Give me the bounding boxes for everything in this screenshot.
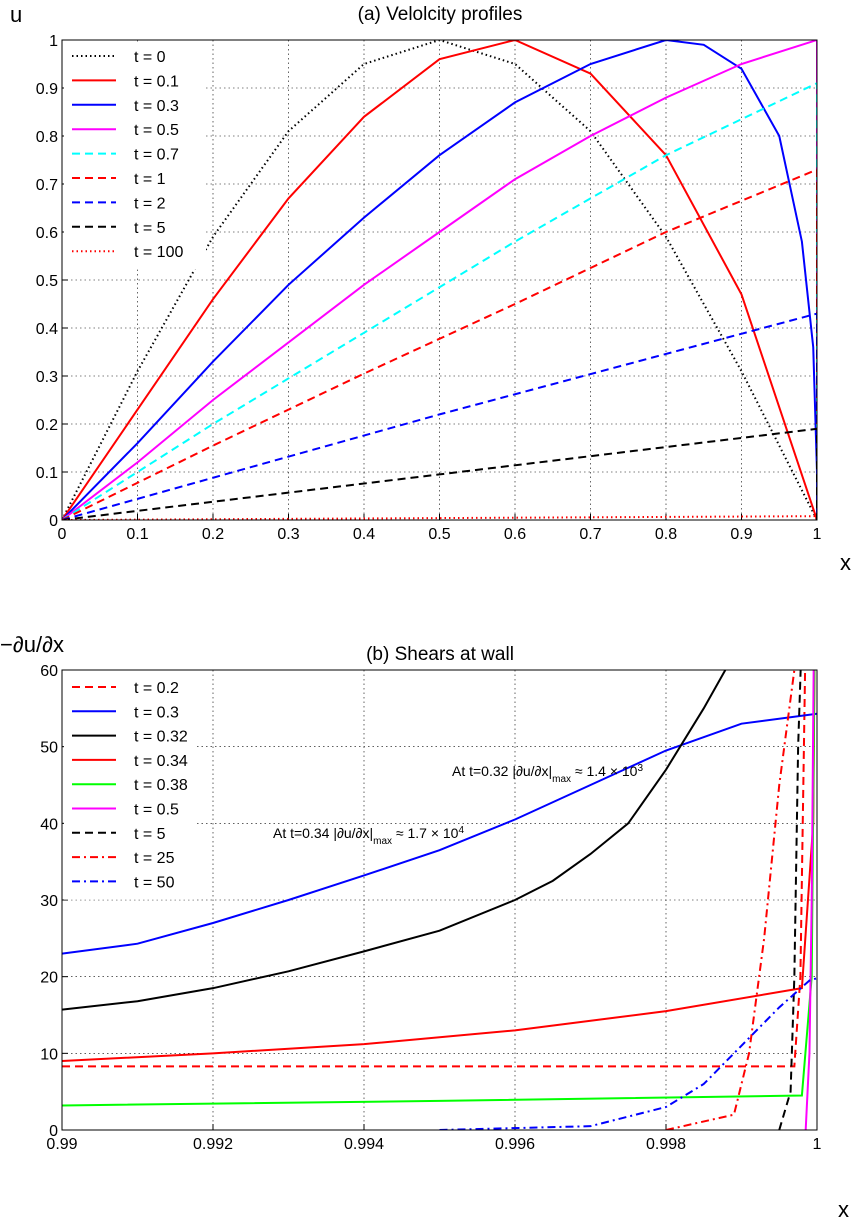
x-tick-label: 0.4	[353, 526, 375, 543]
legend-label: t = 0.7	[134, 147, 179, 164]
series-line	[62, 427, 817, 520]
y-tick-label: 0.9	[36, 81, 58, 98]
y-tick-label: 30	[40, 893, 58, 910]
legend-label: t = 0.2	[134, 680, 179, 697]
y-axis-label: u	[10, 2, 22, 27]
series-line	[778, 670, 802, 1130]
legend-label: t = 0	[134, 49, 166, 66]
legend-label: t = 25	[134, 850, 175, 867]
series-line	[62, 40, 817, 520]
y-tick-label: 20	[40, 970, 58, 987]
legend-label: t = 0.3	[134, 704, 179, 721]
series-line	[62, 670, 727, 1011]
legend-label: t = 0.38	[134, 777, 188, 794]
y-tick-label: 0.8	[36, 129, 58, 146]
x-tick-label: 0.994	[344, 1136, 384, 1153]
legend-label: t = 5	[134, 220, 166, 237]
annotation-sub: max	[552, 774, 571, 785]
y-tick-label: 10	[40, 1046, 58, 1063]
annotation-sub: max	[373, 836, 392, 847]
legend-label: t = 100	[134, 244, 183, 261]
legend-label: t = 50	[134, 874, 175, 891]
legend-label: t = 0.5	[134, 122, 179, 139]
series-line	[62, 712, 817, 955]
x-axis-label: x	[840, 550, 851, 575]
legend-label: t = 0.5	[134, 802, 179, 819]
annotation: At t=0.34 |∂u/∂x|max ≈ 1.7 × 104	[273, 825, 464, 847]
x-tick-label: 0.6	[504, 526, 526, 543]
plot-frame	[61, 39, 818, 521]
legend-label: t = 0.3	[134, 98, 179, 115]
y-tick-label: 0.6	[36, 225, 58, 242]
y-tick-label: 50	[40, 740, 58, 757]
annotation-text: At t=0.32 |∂u/∂x|	[452, 763, 552, 779]
legend-label: t = 1	[134, 171, 166, 188]
y-tick-label: 0.4	[36, 321, 58, 338]
chart-title: (a) Velolcity profiles	[358, 4, 523, 25]
y-tick-label: 0.2	[36, 417, 58, 434]
y-tick-label: 60	[40, 663, 58, 680]
series-line	[62, 670, 807, 1068]
x-tick-label: 0.8	[655, 526, 677, 543]
y-tick-label: 0.7	[36, 177, 58, 194]
x-tick-label: 1	[813, 1136, 822, 1153]
y-axis-label: −∂u/∂x	[0, 632, 64, 657]
y-tick-label: 0	[49, 513, 58, 530]
y-tick-label: 0.1	[36, 465, 58, 482]
y-tick-label: 40	[40, 816, 58, 833]
series-line	[62, 40, 817, 520]
y-tick-label: 1	[49, 33, 58, 50]
x-tick-label: 0.99	[46, 1136, 77, 1153]
x-tick-label: 0.2	[202, 526, 224, 543]
annotation-text: At t=0.34 |∂u/∂x|	[273, 825, 373, 841]
x-tick-label: 0.1	[126, 526, 148, 543]
y-tick-label: 0.5	[36, 273, 58, 290]
series-line	[804, 670, 815, 1130]
x-tick-label: 1	[813, 526, 822, 543]
x-tick-label: 0.5	[428, 526, 450, 543]
y-tick-label: 0	[49, 1123, 58, 1140]
x-tick-label: 0.9	[730, 526, 752, 543]
legend-label: t = 0.34	[134, 753, 188, 770]
legend-label: t = 5	[134, 826, 166, 843]
x-tick-label: 0.992	[193, 1136, 233, 1153]
series-line	[62, 168, 817, 520]
x-tick-label: 0	[58, 526, 67, 543]
annotation-sup: 3	[637, 763, 643, 774]
x-tick-label: 0.996	[495, 1136, 535, 1153]
series-line	[439, 977, 817, 1130]
x-axis-label: x	[838, 1197, 849, 1222]
annotation: At t=0.32 |∂u/∂x|max ≈ 1.4 × 103	[452, 763, 643, 785]
chart-title: (b) Shears at wall	[366, 644, 514, 665]
plot-frame	[61, 669, 818, 1131]
x-tick-label: 0.7	[579, 526, 601, 543]
legend-label: t = 2	[134, 195, 166, 212]
annotation-sup: 4	[458, 825, 464, 836]
legend-label: t = 0.32	[134, 729, 188, 746]
x-tick-label: 0.3	[277, 526, 299, 543]
y-tick-label: 0.3	[36, 369, 58, 386]
annotation-text: ≈ 1.7 × 10	[392, 825, 459, 841]
x-tick-label: 0.998	[646, 1136, 686, 1153]
legend-label: t = 0.1	[134, 73, 179, 90]
series-line	[62, 312, 817, 520]
series-line	[62, 40, 817, 520]
annotation-text: ≈ 1.4 × 10	[571, 763, 638, 779]
